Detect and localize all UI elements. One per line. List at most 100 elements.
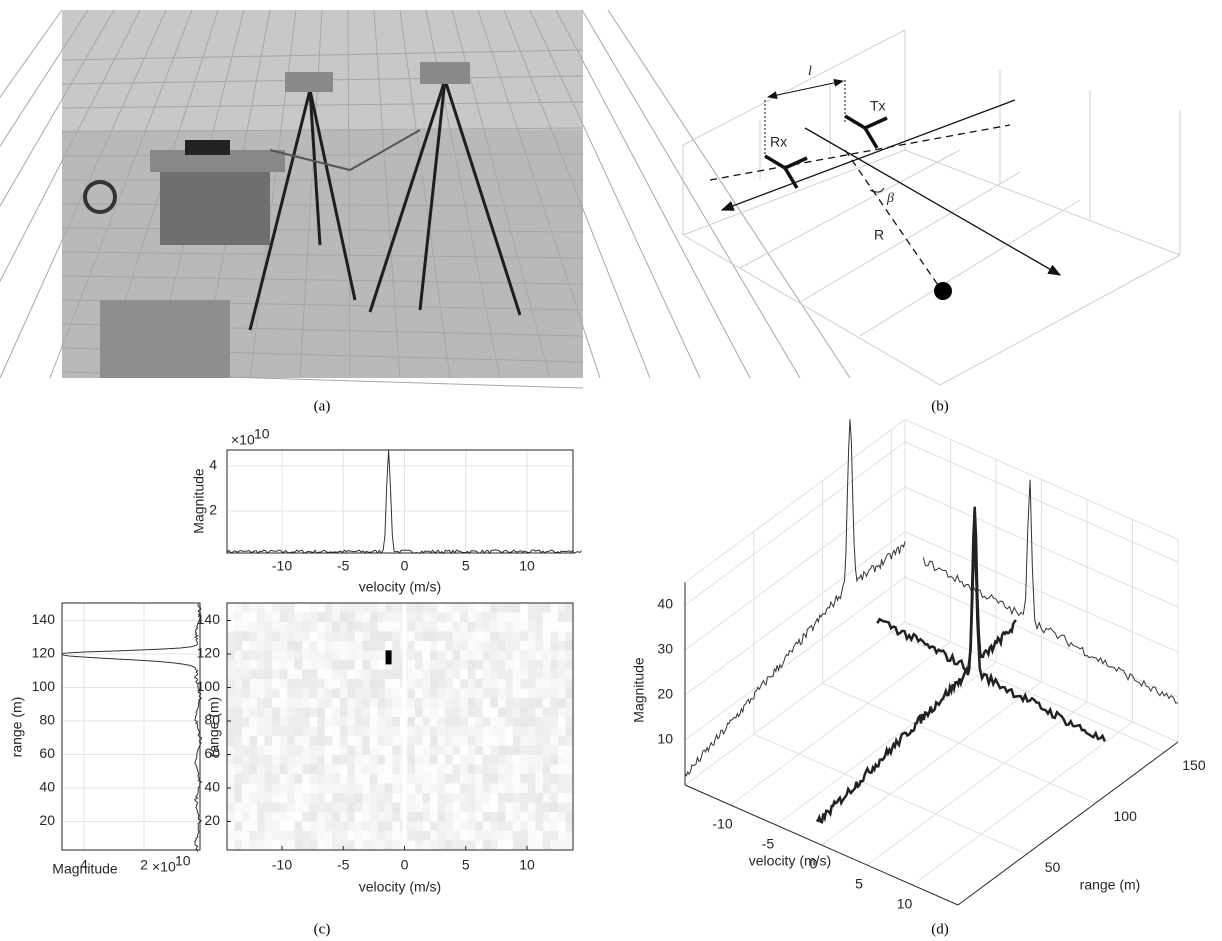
heatmap-cell: [520, 736, 528, 746]
heatmap-cell: [302, 603, 310, 613]
heatmap-cell: [340, 755, 348, 765]
heatmap-cell: [235, 622, 243, 632]
heatmap-cell: [408, 698, 416, 708]
label: -5: [337, 558, 350, 574]
heatmap-cell: [513, 622, 521, 632]
heatmap-cell: [460, 717, 468, 727]
heatmap-cell: [558, 765, 566, 775]
heatmap-cell: [332, 746, 340, 756]
heatmap-cell: [385, 708, 393, 718]
heatmap-cell: [423, 603, 431, 613]
heatmap-cell: [340, 698, 348, 708]
heatmap-cell: [302, 822, 310, 832]
heatmap-cell: [280, 679, 288, 689]
heatmap-cell: [340, 689, 348, 699]
heatmap-cell: [565, 660, 573, 670]
heatmap-cell: [498, 708, 506, 718]
line: [608, 10, 850, 378]
heatmap-cell: [423, 679, 431, 689]
heatmap-cell: [513, 793, 521, 803]
heatmap-cell: [468, 727, 476, 737]
heatmap-cell: [287, 717, 295, 727]
heatmap-cell: [520, 689, 528, 699]
heatmap-cell: [490, 708, 498, 718]
heatmap-cell: [490, 822, 498, 832]
heatmap-cell: [310, 660, 318, 670]
heatmap-cell: [265, 622, 273, 632]
heatmap-cell: [347, 670, 355, 680]
heatmap-cell: [415, 641, 423, 651]
label: range (m): [206, 697, 222, 758]
heatmap-cell: [460, 841, 468, 851]
heatmap-cell: [550, 660, 558, 670]
heatmap-cell: [317, 622, 325, 632]
axis-line: [685, 785, 958, 905]
heatmap-cell: [310, 708, 318, 718]
heatmap-cell: [250, 641, 258, 651]
heatmap-cell: [377, 755, 385, 765]
heatmap-cell: [325, 822, 333, 832]
heatmap-cell: [520, 717, 528, 727]
heatmap-cell: [257, 613, 265, 623]
heatmap-cell: [453, 803, 461, 813]
heatmap-cell: [558, 632, 566, 642]
heatmap-cell: [475, 603, 483, 613]
heatmap-cell: [332, 670, 340, 680]
heatmap-cell: [317, 774, 325, 784]
heatmap-cell: [310, 727, 318, 737]
heatmap-cell: [325, 793, 333, 803]
label: 30: [657, 641, 673, 657]
heatmap-cell: [370, 727, 378, 737]
heatmap-cell: [558, 822, 566, 832]
heatmap-cell: [250, 613, 258, 623]
heatmap-cell: [550, 727, 558, 737]
heatmap-cell: [490, 784, 498, 794]
heatmap-cell: [408, 765, 416, 775]
heatmap-cell: [310, 831, 318, 841]
heatmap-cell: [453, 717, 461, 727]
heatmap-cell: [460, 689, 468, 699]
heatmap-cell: [475, 831, 483, 841]
heatmap-cell: [558, 622, 566, 632]
heatmap-cell: [565, 708, 573, 718]
heatmap-cell: [317, 698, 325, 708]
heatmap-cell: [235, 822, 243, 832]
heatmap-cell: [325, 765, 333, 775]
label: 10: [519, 857, 535, 873]
heatmap-cell: [250, 774, 258, 784]
heatmap-cell: [385, 803, 393, 813]
heatmap-cell: [438, 613, 446, 623]
grid-line: [891, 632, 1164, 752]
heatmap-cell: [498, 727, 506, 737]
heatmap-cell: [355, 793, 363, 803]
heatmap-cell: [370, 774, 378, 784]
heatmap-cell: [468, 641, 476, 651]
heatmap-cell: [250, 755, 258, 765]
line: [785, 158, 807, 168]
heatmap-cell: [347, 679, 355, 689]
heatmap-cell: [385, 613, 393, 623]
heatmap-cell: [460, 784, 468, 794]
heatmap-cell: [558, 831, 566, 841]
heatmap-cell: [483, 793, 491, 803]
heatmap-cell: [332, 708, 340, 718]
heatmap-cell: [483, 831, 491, 841]
heatmap-cell: [408, 812, 416, 822]
heatmap-cell: [453, 774, 461, 784]
heatmap-cell: [445, 765, 453, 775]
heatmap-cell: [460, 803, 468, 813]
heatmap-cell: [460, 651, 468, 661]
heatmap-cell: [535, 727, 543, 737]
label: Rx: [770, 134, 787, 150]
heatmap-cell: [310, 641, 318, 651]
heatmap-cell: [302, 632, 310, 642]
heatmap-cell: [565, 698, 573, 708]
heatmap-cell: [340, 793, 348, 803]
heatmap-cell: [543, 841, 551, 851]
heatmap-cell: [340, 727, 348, 737]
heatmap-cell: [543, 641, 551, 651]
heatmap-cell: [415, 717, 423, 727]
heatmap-cell: [370, 689, 378, 699]
heatmap-cell: [505, 689, 513, 699]
heatmap-cell: [543, 746, 551, 756]
